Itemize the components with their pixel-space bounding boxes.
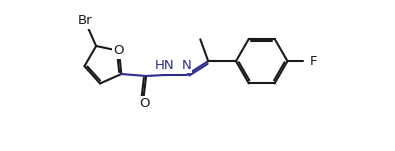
Text: Br: Br xyxy=(77,14,92,27)
Text: O: O xyxy=(139,97,150,110)
Text: F: F xyxy=(309,55,317,68)
Text: N: N xyxy=(182,59,191,72)
Text: HN: HN xyxy=(155,59,175,72)
Text: O: O xyxy=(114,44,124,57)
